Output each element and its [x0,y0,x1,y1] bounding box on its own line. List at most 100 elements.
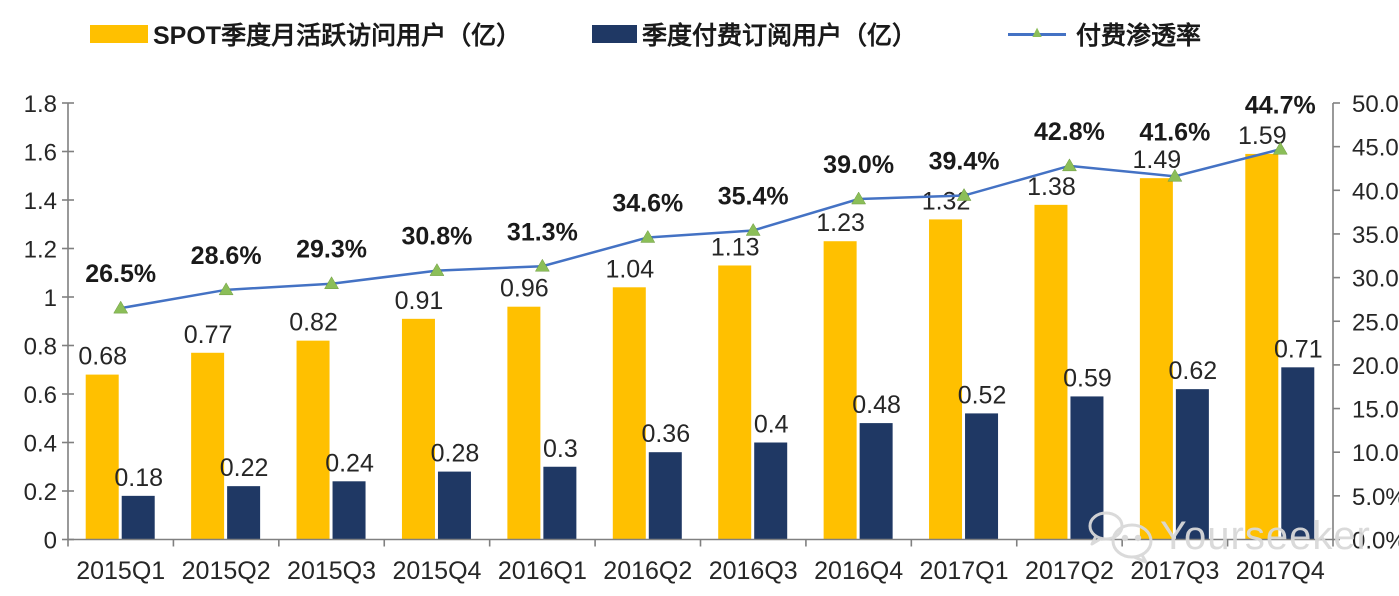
right-axis-tick-label: 25.0% [1352,309,1399,336]
subs-bar-label: 0.36 [641,420,690,448]
legend-item-subs: 季度付费订阅用户（亿） [592,20,917,50]
subs-bar-label: 0.22 [220,454,269,482]
subs-bar [1070,396,1104,540]
subs-bar [648,452,682,540]
mau-bar-label: 1.04 [605,255,654,283]
mau-bar [191,352,225,540]
penetration-marker-icon [113,300,129,314]
x-axis-label: 2017Q2 [1025,557,1114,585]
x-axis-label: 2016Q1 [498,557,587,585]
subs-bar-label: 0.3 [543,435,578,463]
penetration-label: 44.7% [1245,91,1316,119]
mau-bar-swatch [90,25,148,43]
subs-bar [859,423,893,540]
subs-bar [121,495,155,540]
right-axis-tick-label: 45.0% [1352,135,1399,162]
subs-bar-label: 0.62 [1169,357,1218,385]
mau-bar-label: 1.13 [711,233,760,261]
penetration-marker-icon [640,229,656,243]
penetration-label: 39.4% [929,148,1000,176]
left-axis-tick-label: 1.4 [24,188,57,215]
mau-bar [296,340,330,540]
mau-bar-label: 0.68 [78,343,127,371]
right-axis-tick-label: 10.0% [1352,440,1399,467]
legend-label-subs: 季度付费订阅用户（亿） [642,22,918,50]
legend-label-mau: SPOT季度月活跃访问用户（亿） [153,22,522,50]
right-axis-tick-label: 35.0% [1352,222,1399,249]
subs-bar [1281,367,1315,540]
penetration-marker-icon [956,188,972,201]
subs-bar-label: 0.52 [958,381,1007,409]
right-axis-tick-label: 5.0% [1352,484,1399,511]
left-axis-tick-label: 1 [44,285,57,312]
subs-bar-label: 0.48 [852,391,901,419]
mau-bar [507,306,541,540]
mau-bar [1139,178,1173,540]
penetration-line [120,148,1281,310]
mau-bar [1245,153,1279,540]
subs-bar-label: 0.4 [754,411,789,439]
mau-bar [823,241,857,540]
subs-bar [437,471,471,540]
subs-bar [227,486,261,540]
penetration-marker-icon [1272,141,1288,155]
subs-bar-label: 0.71 [1274,335,1323,363]
mau-bar [401,318,435,540]
subs-bar-label: 0.28 [431,440,480,468]
penetration-label: 35.4% [718,182,789,210]
left-axis-tick-label: 1.2 [24,237,57,264]
mau-bar-label: 1.38 [1027,173,1076,201]
mau-bar-label: 0.91 [395,287,444,315]
left-axis-tick-label: 0.4 [24,431,57,458]
right-axis-tick-label: 20.0% [1352,353,1399,380]
right-axis-tick-label: 30.0% [1352,266,1399,293]
penetration-label: 29.3% [296,236,367,264]
mau-bar [612,287,646,540]
penetration-label: 34.6% [612,189,683,217]
x-axis-label: 2016Q3 [709,557,798,585]
right-axis-tick-label: 15.0% [1352,397,1399,424]
mau-bar-label: 0.82 [289,309,338,337]
x-axis-label: 2015Q2 [182,557,271,585]
right-axis-tick-label: 50.0% [1352,91,1399,118]
legend-label-penetration: 付费渗透率 [1076,22,1202,50]
penetration-marker-icon [745,222,761,236]
legend-item-mau: SPOT季度月活跃访问用户（亿） [90,20,521,50]
penetration-marker-icon [851,191,867,205]
x-axis-label: 2015Q3 [287,557,376,585]
penetration-label: 39.0% [823,151,894,179]
mau-bar-label: 1.49 [1133,146,1182,174]
triangle-marker-icon: ▲ [1029,24,1045,42]
subs-bar [754,442,788,540]
penetration-label: 41.6% [1139,118,1210,146]
penetration-marker-icon [1062,158,1077,172]
penetration-line-swatch: ▲ [1008,25,1066,41]
penetration-label: 31.3% [507,218,578,246]
penetration-label: 26.5% [85,260,156,288]
x-axis-label: 2015Q1 [76,557,165,585]
penetration-label: 28.6% [191,242,262,270]
mau-bar-label: 1.23 [816,209,865,237]
x-axis-label: 2017Q4 [1236,557,1325,585]
subs-bar [332,481,366,540]
x-axis-label: 2017Q1 [920,557,1009,585]
x-axis-label: 2016Q2 [603,557,692,585]
left-axis-tick-label: 1.8 [24,91,57,118]
mau-bar-label: 0.77 [184,321,233,349]
left-axis-tick-label: 1.6 [24,140,57,167]
subs-bar-label: 0.18 [114,464,163,492]
penetration-marker-icon [1167,168,1183,182]
mau-bar-label: 0.96 [500,275,549,303]
penetration-marker-icon [534,258,550,272]
penetration-marker-icon [324,276,339,289]
subs-bar-swatch [592,25,637,43]
subs-bar [1175,389,1209,540]
right-axis-tick-label: 40.0% [1352,178,1399,205]
subs-bar [543,466,577,540]
penetration-label: 42.8% [1034,118,1105,146]
mau-bar [1034,204,1068,540]
subs-bar-label: 0.24 [325,449,374,477]
penetration-marker-icon [429,263,445,276]
